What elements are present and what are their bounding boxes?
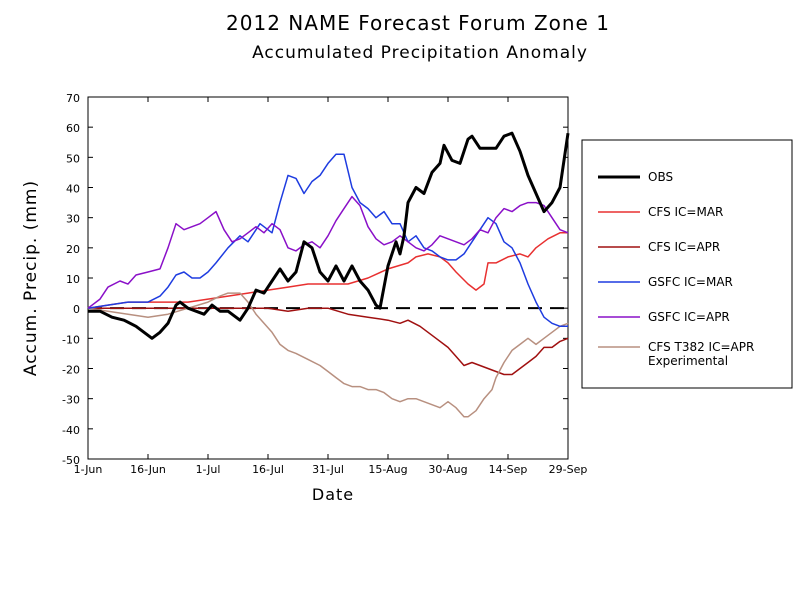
x-tick-label: 1-Jul: [196, 463, 221, 476]
x-axis-label: Date: [312, 485, 354, 504]
y-tick-label: -30: [62, 394, 80, 407]
series-line-2: [88, 307, 569, 376]
legend-label: GSFC IC=APR: [648, 310, 730, 324]
series-line-5: [87, 292, 569, 418]
y-tick-label: 60: [66, 122, 80, 135]
series-line-3: [87, 153, 568, 328]
series-lines: [87, 131, 570, 418]
axis-ticks: -50 -40 -30 -20 -10 0 10 20 30 40 50 60 70 1-Jun 16-Ju…: [62, 92, 587, 476]
x-tick-label: 15-Aug: [368, 463, 407, 476]
y-tick-label: -10: [62, 333, 80, 346]
legend-label: CFS IC=APR: [648, 240, 720, 254]
x-tick-label: 16-Jun: [130, 463, 166, 476]
y-tick-label: -40: [62, 424, 80, 437]
x-tick-label: 14-Sep: [489, 463, 528, 476]
legend-label: CFS T382 IC=APR Experimental: [648, 340, 754, 368]
x-tick-label: 16-Jul: [252, 463, 284, 476]
legend-label: OBS: [648, 170, 673, 184]
x-tick-label: 31-Jul: [312, 463, 344, 476]
series-line-1: [87, 232, 568, 309]
y-tick-label: 30: [66, 213, 80, 226]
series-line-4: [87, 195, 569, 309]
y-tick-label: 10: [66, 273, 80, 286]
y-tick-label: 20: [66, 243, 80, 256]
y-tick-label: -20: [62, 364, 80, 377]
legend-label: GSFC IC=MAR: [648, 275, 733, 289]
legend: OBS CFS IC=MAR CFS IC=APR GSFC IC=MAR GSFC I…: [598, 170, 754, 368]
chart-subtitle: Accumulated Precipitation Anomaly: [252, 43, 588, 63]
x-tick-label: 1-Jun: [74, 463, 103, 476]
series-line-0: [88, 131, 570, 340]
legend-label: CFS IC=MAR: [648, 205, 723, 219]
y-tick-label: 70: [66, 92, 80, 105]
chart-title: 2012 NAME Forecast Forum Zone 1: [226, 11, 610, 35]
x-tick-label: 30-Aug: [428, 463, 467, 476]
y-tick-label: 40: [66, 183, 80, 196]
y-tick-label: 50: [66, 152, 80, 165]
y-tick-label: 0: [73, 303, 80, 316]
y-axis-label: Accum. Precip. (mm): [21, 180, 41, 376]
y-tick-label: -50: [62, 454, 80, 467]
x-tick-label: 29-Sep: [549, 463, 588, 476]
